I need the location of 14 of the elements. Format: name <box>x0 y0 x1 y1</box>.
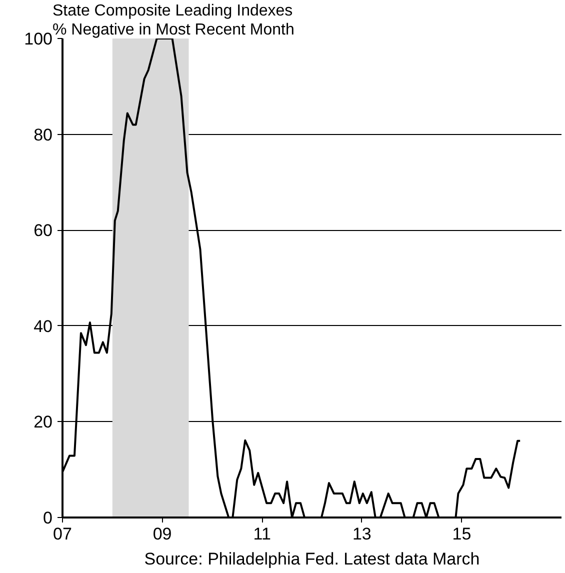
chart-title: State Composite Leading Indexes <box>52 2 293 20</box>
y-tick-label: 80 <box>34 125 53 144</box>
source-note: Source: Philadelphia Fed. Latest data March <box>144 550 480 568</box>
y-tick-label: 60 <box>34 221 53 240</box>
chart-subtitle: % Negative in Most Recent Month <box>52 22 294 38</box>
x-tick-label: 09 <box>152 524 172 544</box>
x-tick-label: 07 <box>53 524 72 544</box>
y-tick-label: 0 <box>43 508 53 528</box>
y-tick-label: 40 <box>34 316 53 336</box>
y-tick-label: 100 <box>24 30 53 48</box>
x-tick-label: 11 <box>253 524 271 544</box>
x-tick-label: 13 <box>352 524 372 544</box>
y-tick-label: 20 <box>34 412 53 432</box>
x-tick-label: 15 <box>452 524 472 544</box>
